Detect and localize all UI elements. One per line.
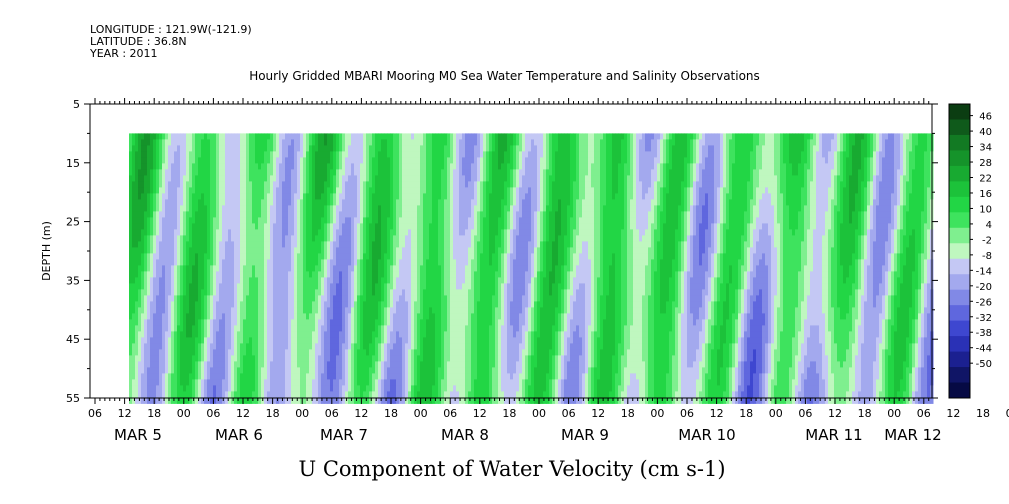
x-tick-label: 06 — [798, 407, 812, 420]
x-tick-label: 00 — [769, 407, 783, 420]
x-tick-label: 12 — [710, 407, 724, 420]
x-tick-label: 12 — [591, 407, 605, 420]
x-tick-label: 00 — [295, 407, 309, 420]
y-axis-label: DEPTH (m) — [40, 221, 53, 281]
colorbar-swatch — [949, 104, 970, 120]
chart-title: Hourly Gridded MBARI Mooring M0 Sea Wate… — [249, 69, 760, 83]
colorbar-swatch — [949, 134, 970, 151]
colorbar-swatch — [949, 212, 970, 229]
y-tick-label: 25 — [66, 216, 80, 229]
colorbar-swatch — [949, 150, 970, 167]
x-tick-label: 18 — [858, 407, 872, 420]
colorbar-swatch — [949, 351, 970, 368]
x-tick-label: 00 — [887, 407, 901, 420]
x-day-label: MAR 10 — [678, 426, 735, 444]
x-tick-label: 18 — [266, 407, 280, 420]
y-tick-label: 55 — [66, 392, 80, 405]
colorbar-tick-label: 16 — [979, 189, 992, 200]
x-tick-label: 00 — [650, 407, 664, 420]
x-tick-label: 00 — [414, 407, 428, 420]
colorbar-tick-label: 40 — [979, 127, 992, 138]
colorbar-tick-label: -26 — [976, 297, 992, 308]
colorbar-swatch — [949, 258, 970, 275]
colorbar-swatch — [949, 289, 970, 306]
x-tick-label: 12 — [354, 407, 368, 420]
colorbar-tick-label: -2 — [982, 235, 992, 246]
colorbar-swatch — [949, 165, 970, 182]
colorbar-tick-label: 4 — [986, 220, 992, 231]
colorbar-tick-label: 46 — [979, 112, 992, 123]
x-tick-label: 18 — [621, 407, 635, 420]
colorbar-tick-label: -32 — [976, 313, 992, 324]
colorbar-swatch — [949, 336, 970, 353]
colorbar-swatch — [949, 227, 970, 244]
x-tick-label: 12 — [118, 407, 132, 420]
x-tick-label: 00 — [1006, 407, 1009, 420]
x-day-label: MAR 5 — [114, 426, 162, 444]
latitude-label: LATITUDE : 36.8N — [90, 35, 187, 48]
colorbar-tick-label: 10 — [979, 204, 992, 215]
x-tick-label: 06 — [562, 407, 576, 420]
colorbar-tick-label: -8 — [982, 251, 992, 262]
x-tick-label: 18 — [739, 407, 753, 420]
colorbar-swatch — [949, 320, 970, 337]
x-tick-label: 00 — [177, 407, 191, 420]
longitude-label: LONGITUDE : 121.9W(-121.9) — [90, 23, 252, 36]
x-tick-label: 12 — [828, 407, 842, 420]
x-tick-label: 18 — [384, 407, 398, 420]
colorbar-tick-label: 28 — [979, 158, 992, 169]
x-tick-label: 06 — [206, 407, 220, 420]
colorbar-tick-label: -50 — [976, 359, 992, 370]
x-tick-label: 18 — [147, 407, 161, 420]
colorbar-tick-label: 34 — [979, 143, 992, 154]
x-day-label: MAR 11 — [805, 426, 862, 444]
colorbar-tick-label: -38 — [976, 328, 992, 339]
colorbar-tick-label: -44 — [976, 344, 992, 355]
x-tick-label: 06 — [88, 407, 102, 420]
colorbar-swatch — [949, 367, 970, 384]
x-tick-label: 06 — [680, 407, 694, 420]
x-day-label: MAR 8 — [441, 426, 489, 444]
x-tick-label: 06 — [325, 407, 339, 420]
x-tick-label: 12 — [946, 407, 960, 420]
y-tick-label: 15 — [66, 157, 80, 170]
x-day-label: MAR 6 — [215, 426, 263, 444]
x-tick-label: 12 — [473, 407, 487, 420]
colorbar-swatch — [949, 305, 970, 322]
colorbar-tick-label: 22 — [979, 174, 992, 185]
colorbar-swatch — [949, 274, 970, 291]
x-tick-label: 18 — [976, 407, 990, 420]
colorbar-tick-label: -20 — [976, 282, 992, 293]
x-axis-title: U Component of Water Velocity (cm s-1) — [298, 457, 725, 481]
colorbar-swatch — [949, 382, 970, 399]
y-tick-label: 35 — [66, 274, 80, 287]
year-label: YEAR : 2011 — [90, 47, 158, 60]
colorbar-frame — [948, 103, 971, 399]
colorbar-swatch — [949, 181, 970, 198]
colorbar-swatch — [949, 196, 970, 213]
x-tick-label: 12 — [236, 407, 250, 420]
x-day-label: MAR 7 — [320, 426, 368, 444]
y-tick-label: 45 — [66, 333, 80, 346]
x-tick-label: 06 — [917, 407, 931, 420]
colorbar-tick-label: -14 — [976, 266, 992, 277]
colorbar-swatch — [949, 243, 970, 260]
y-tick-label: 5 — [73, 98, 80, 111]
heatmap-field — [129, 133, 934, 404]
x-tick-label: 00 — [532, 407, 546, 420]
x-tick-label: 06 — [443, 407, 457, 420]
x-tick-label: 18 — [502, 407, 516, 420]
x-day-label: MAR 12 — [884, 426, 941, 444]
x-day-label: MAR 9 — [561, 426, 609, 444]
colorbar-swatch — [949, 119, 970, 136]
